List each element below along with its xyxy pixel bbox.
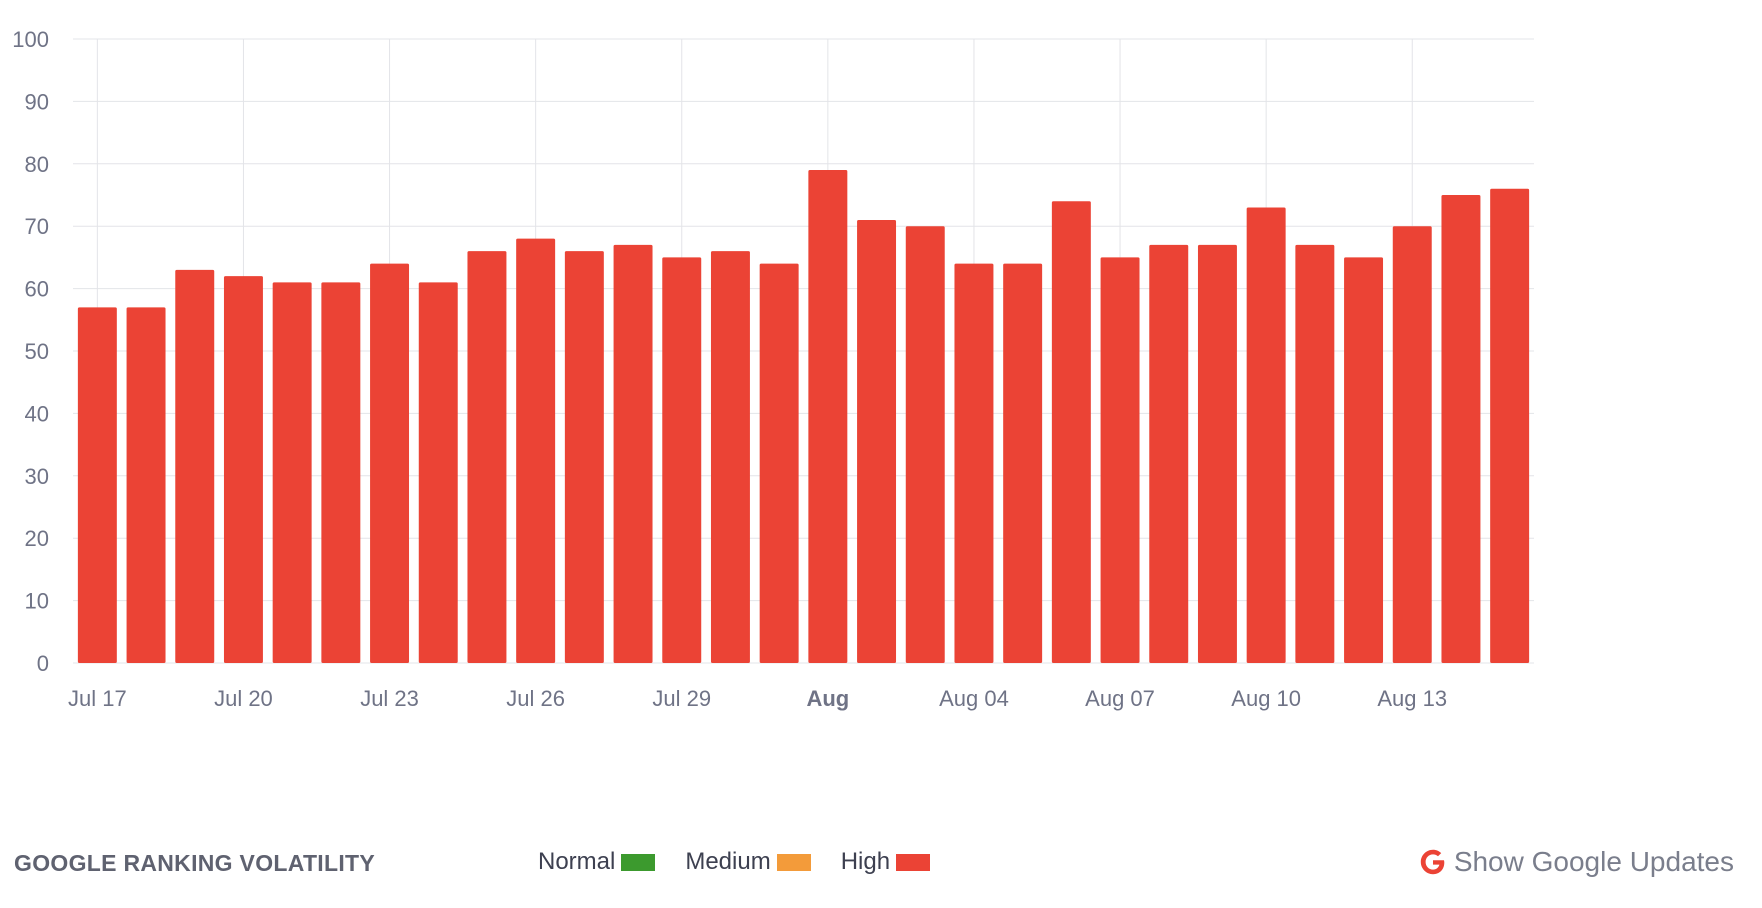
bar[interactable] xyxy=(126,307,166,663)
legend-swatch-high xyxy=(896,853,931,871)
chart-footer: GOOGLE RANKING VOLATILITY Normal Medium … xyxy=(0,836,1762,896)
show-google-updates-button[interactable]: Show Google Updates xyxy=(1418,846,1734,878)
bar[interactable] xyxy=(1392,226,1432,663)
chart-title: GOOGLE RANKING VOLATILITY xyxy=(14,850,376,876)
bar[interactable] xyxy=(1100,257,1140,663)
y-axis: 0 10 20 30 40 50 60 70 80 90 100 xyxy=(12,27,49,676)
show-google-updates-label: Show Google Updates xyxy=(1453,846,1734,877)
y-tick-label: 40 xyxy=(25,401,49,426)
legend: Normal Medium High xyxy=(538,848,960,876)
y-tick-label: 80 xyxy=(25,152,49,177)
bar[interactable] xyxy=(1441,195,1481,663)
x-tick-label: Jul 20 xyxy=(214,686,273,711)
legend-swatch-normal xyxy=(621,853,656,871)
x-tick-label: Aug 10 xyxy=(1231,686,1301,711)
bar[interactable] xyxy=(418,282,458,663)
bar[interactable] xyxy=(370,263,410,663)
x-tick-label: Jul 29 xyxy=(652,686,711,711)
bar[interactable] xyxy=(516,238,556,663)
y-tick-label: 30 xyxy=(25,464,49,489)
x-tick-label: Aug 04 xyxy=(939,686,1009,711)
legend-label-medium: Medium xyxy=(685,848,771,875)
y-tick-label: 0 xyxy=(37,651,49,676)
bar[interactable] xyxy=(223,276,263,663)
y-tick-label: 20 xyxy=(25,526,49,551)
bar[interactable] xyxy=(808,170,848,664)
legend-item-high[interactable]: High xyxy=(840,848,931,876)
bar[interactable] xyxy=(1246,207,1286,664)
bar[interactable] xyxy=(857,219,897,663)
bar[interactable] xyxy=(1197,244,1237,664)
x-tick-label: Jul 17 xyxy=(68,686,127,711)
bar[interactable] xyxy=(613,244,653,664)
legend-item-normal[interactable]: Normal xyxy=(538,848,656,876)
legend-swatch-medium xyxy=(776,853,811,871)
bar[interactable] xyxy=(1149,244,1189,664)
legend-label-normal: Normal xyxy=(538,848,616,875)
bar[interactable] xyxy=(564,251,604,663)
bar[interactable] xyxy=(1003,263,1043,663)
legend-item-medium[interactable]: Medium xyxy=(685,848,811,876)
bar[interactable] xyxy=(905,226,945,663)
x-tick-label: Aug 13 xyxy=(1377,686,1447,711)
bar[interactable] xyxy=(662,257,702,663)
y-tick-label: 70 xyxy=(25,214,49,239)
y-tick-label: 50 xyxy=(25,339,49,364)
bar[interactable] xyxy=(321,282,361,663)
x-axis: Jul 17 Jul 20 Jul 23 Jul 26 Jul 29 Aug Aug 04 A… xyxy=(68,686,1447,711)
bar[interactable] xyxy=(954,263,994,663)
bar[interactable] xyxy=(272,282,312,663)
x-tick-label: Aug 07 xyxy=(1085,686,1155,711)
bar[interactable] xyxy=(1490,188,1530,663)
y-tick-label: 100 xyxy=(12,27,49,52)
volatility-bar-chart: 0 10 20 30 40 50 60 70 80 90 100 Jul 17 Jul 20 Jul 2… xyxy=(12,27,1534,711)
bar[interactable] xyxy=(710,251,750,663)
y-tick-label: 90 xyxy=(25,89,49,114)
y-tick-label: 60 xyxy=(25,277,49,302)
google-g-icon xyxy=(1420,849,1445,875)
bars xyxy=(77,170,1530,664)
bar[interactable] xyxy=(1295,244,1335,664)
bar[interactable] xyxy=(175,269,215,663)
y-tick-label: 10 xyxy=(25,589,49,614)
bar[interactable] xyxy=(1344,257,1384,663)
bar[interactable] xyxy=(1051,201,1091,664)
bar[interactable] xyxy=(77,307,117,663)
bar[interactable] xyxy=(467,251,507,663)
x-tick-label: Jul 26 xyxy=(506,686,565,711)
legend-label-high: High xyxy=(840,848,891,875)
x-tick-label: Jul 23 xyxy=(360,686,419,711)
bar[interactable] xyxy=(759,263,799,663)
x-tick-label: Aug xyxy=(806,686,849,711)
